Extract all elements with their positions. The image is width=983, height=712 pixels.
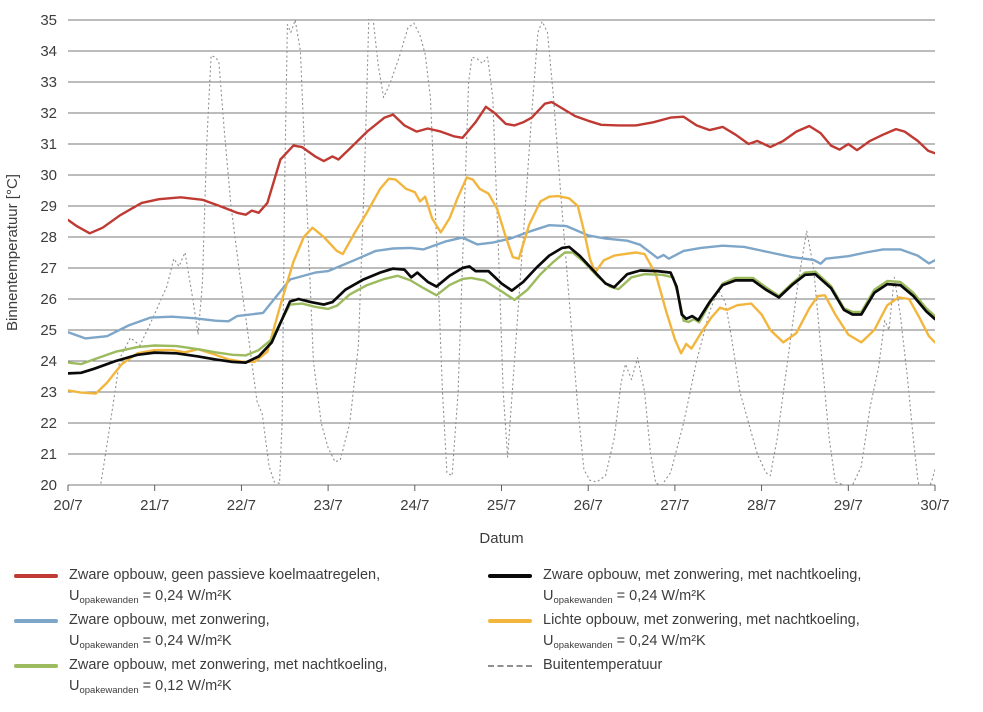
legend-swatch-blue-line-icon	[14, 619, 58, 623]
series-line-black	[68, 245, 935, 375]
legend-label-line1: Buitentemperatuur	[543, 657, 663, 673]
y-tick-label-31: 31	[40, 136, 57, 153]
plot-area: 20 21 22 23 24 25 26 27 28 29 30 31 32 33 34 35 20/7 21/7…	[4, 12, 950, 547]
y-tick-label-27: 27	[40, 260, 57, 277]
x-tick-label-21/7: 21/7	[140, 497, 169, 514]
legend-label-black: Zware opbouw, met zonwering, met nachtko…	[543, 565, 861, 611]
legend-item-black: Zware opbouw, met zonwering, met nachtko…	[488, 565, 861, 611]
y-axis-title: Binnentemperatuur [°C]	[4, 174, 21, 331]
y-tick-label-32: 32	[40, 105, 57, 122]
legend-label-line1: Zware opbouw, met zonwering, met nachtko…	[543, 567, 862, 583]
x-axis-title: Datum	[479, 530, 523, 547]
legend-label-yellow: Lichte opbouw, met zonwering, met nachtk…	[543, 610, 860, 656]
legend-label-red: Zware opbouw, geen passieve koelmaatrege…	[69, 565, 380, 611]
x-tick-label-20/7: 20/7	[53, 497, 82, 514]
legend-label-uvalue: Uopakewanden = 0,24 W/m²K	[69, 633, 232, 651]
legend-item-green: Zware opbouw, met zonwering, met nachtko…	[14, 655, 387, 701]
legend-label-uvalue: Uopakewanden = 0,12 W/m²K	[69, 678, 232, 696]
series-line-red	[68, 100, 935, 235]
legend-swatch-yellow-line-icon	[488, 619, 532, 623]
legend-label-line1: Zware opbouw, met zonwering,	[69, 612, 270, 628]
legend-label-uvalue: Uopakewanden = 0,24 W/m²K	[543, 588, 706, 606]
x-tick-label-26/7: 26/7	[574, 497, 603, 514]
chart-legend: Zware opbouw, geen passieve koelmaatrege…	[0, 560, 983, 712]
y-tick-label-34: 34	[40, 43, 57, 60]
x-tick-label-29/7: 29/7	[834, 497, 863, 514]
legend-swatch-buiten-line-icon	[488, 665, 532, 667]
legend-label-buiten: Buitentemperatuur	[543, 655, 662, 676]
legend-item-buiten: Buitentemperatuur	[488, 655, 662, 676]
y-tick-label-20: 20	[40, 477, 57, 494]
y-tick-label-23: 23	[40, 384, 57, 401]
legend-swatch-green-line-icon	[14, 664, 58, 668]
series-group	[68, 19, 935, 486]
x-tick-label-25/7: 25/7	[487, 497, 516, 514]
x-tick-label-28/7: 28/7	[747, 497, 776, 514]
y-tick-label-25: 25	[40, 322, 57, 339]
y-tick-label-24: 24	[40, 353, 57, 370]
y-tick-label-29: 29	[40, 198, 57, 215]
x-tick-label-23/7: 23/7	[313, 497, 342, 514]
y-tick-label-22: 22	[40, 415, 57, 432]
y-tick-label-35: 35	[40, 12, 57, 29]
y-tick-label-30: 30	[40, 167, 57, 184]
y-tick-label-33: 33	[40, 74, 57, 91]
series-line-buiten	[99, 19, 935, 486]
line-chart: 20 21 22 23 24 25 26 27 28 29 30 31 32 33 34 35 20/7 21/7…	[4, 12, 950, 547]
y-tick-label-28: 28	[40, 229, 57, 246]
x-tick-label-30/7: 30/7	[920, 497, 949, 514]
y-tick-label-21: 21	[40, 446, 57, 463]
y-tick-label-26: 26	[40, 291, 57, 308]
legend-label-uvalue: Uopakewanden = 0,24 W/m²K	[69, 588, 232, 606]
series-line-green	[68, 251, 935, 366]
legend-label-line1: Zware opbouw, geen passieve koelmaatrege…	[69, 567, 381, 583]
legend-swatch-red-line-icon	[14, 574, 58, 578]
legend-item-red: Zware opbouw, geen passieve koelmaatrege…	[14, 565, 380, 611]
legend-item-blue: Zware opbouw, met zonwering, Uopakewanden…	[14, 610, 270, 656]
x-tick-label-22/7: 22/7	[227, 497, 256, 514]
legend-label-uvalue: Uopakewanden = 0,24 W/m²K	[543, 633, 706, 651]
legend-label-green: Zware opbouw, met zonwering, met nachtko…	[69, 655, 387, 701]
series-line-blue	[68, 224, 935, 340]
legend-swatch-black-line-icon	[488, 574, 532, 578]
x-tick-label-24/7: 24/7	[400, 497, 429, 514]
legend-label-line1: Zware opbouw, met zonwering, met nachtko…	[69, 657, 388, 673]
legend-label-line1: Lichte opbouw, met zonwering, met nachtk…	[543, 612, 860, 628]
legend-item-yellow: Lichte opbouw, met zonwering, met nachtk…	[488, 610, 860, 656]
legend-label-blue: Zware opbouw, met zonwering, Uopakewanden…	[69, 610, 270, 656]
x-tick-label-27/7: 27/7	[660, 497, 689, 514]
